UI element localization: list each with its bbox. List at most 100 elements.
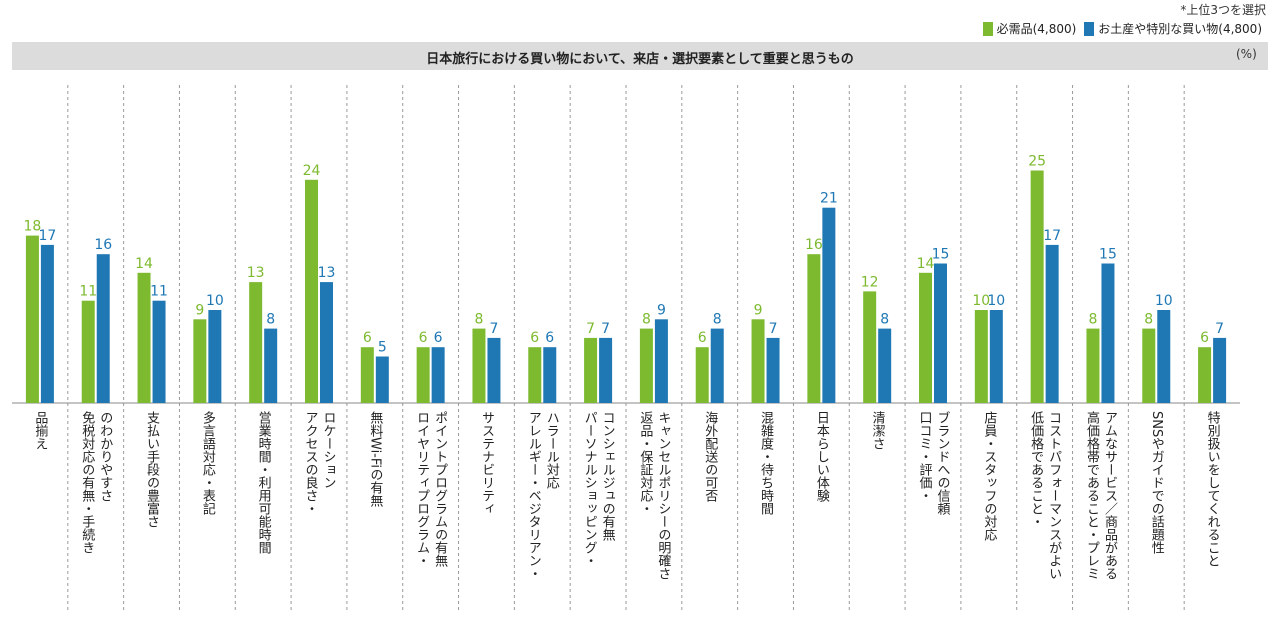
data-label: 12 [861, 274, 879, 290]
category-label: 店員・スタッフの対応 [981, 411, 997, 542]
data-label: 15 [932, 247, 950, 263]
bar-necessities [807, 254, 821, 403]
bar-souvenirs [96, 254, 110, 403]
category-label: 支払い手段の豊富さ [144, 411, 160, 528]
data-label: 8 [1144, 312, 1153, 328]
bar-necessities [974, 310, 988, 403]
bar-necessities [1030, 170, 1044, 403]
data-label: 14 [917, 256, 935, 272]
category-label: 低価格であること・ [1028, 411, 1044, 528]
chart-title-bar: 日本旅行における買い物において、来店・選択要素として重要と思うもの [12, 42, 1268, 70]
category-label: ロイヤリティプログラム・ [414, 411, 430, 567]
bar-necessities [639, 328, 653, 403]
bar-necessities [1198, 347, 1212, 403]
data-label: 10 [987, 293, 1005, 309]
bar-necessities [863, 291, 877, 403]
data-label: 7 [769, 321, 778, 337]
data-label: 6 [545, 330, 554, 346]
bar-souvenirs [320, 282, 333, 403]
category-label: のわかりやすさ [97, 411, 113, 502]
category-label: 口コミ・評価・ [917, 411, 933, 502]
category-label: ブランドへの信頼 [935, 410, 951, 515]
bar-necessities [584, 337, 598, 403]
data-label: 10 [1155, 293, 1173, 309]
data-label: 9 [657, 302, 666, 318]
bar-necessities [751, 319, 765, 403]
category-label: 特別扱いをしてくれること [1205, 411, 1221, 567]
data-label: 15 [1099, 247, 1117, 263]
bar-necessities [1142, 328, 1156, 403]
chart-title: 日本旅行における買い物において、来店・選択要素として重要と思うもの [426, 52, 854, 67]
data-label: 6 [363, 330, 372, 346]
data-label: 18 [23, 219, 41, 235]
category-label: SNSやガイドでの話題性 [1149, 411, 1165, 555]
category-label: 免税対応の有無・手続き [79, 411, 95, 554]
data-label: 7 [1215, 321, 1224, 337]
bar-souvenirs [599, 337, 613, 403]
data-label: 6 [1200, 330, 1209, 346]
bar-souvenirs [1101, 263, 1115, 403]
legend-label-souvenirs: お土産や特別な買い物(4,800) [1098, 22, 1262, 36]
bar-necessities [416, 347, 430, 403]
data-label: 7 [601, 321, 610, 337]
bar-necessities [919, 272, 932, 403]
category-label: 品揃え [32, 411, 48, 450]
data-label: 5 [378, 340, 387, 356]
category-label: コストパフォーマンスがよい [1046, 411, 1062, 580]
legend-swatch-souvenirs [1084, 21, 1095, 36]
data-label: 17 [1043, 228, 1061, 244]
bar-souvenirs [989, 310, 1003, 403]
bar-souvenirs [878, 328, 892, 403]
bar-souvenirs [1045, 244, 1059, 403]
bar-necessities [193, 319, 207, 403]
data-label: 10 [206, 293, 224, 309]
unit-label: (%) [1236, 47, 1257, 61]
category-label: 多言語対応・表記 [200, 410, 216, 515]
data-label: 7 [489, 321, 498, 337]
bar-souvenirs [710, 328, 724, 403]
data-label: 24 [303, 163, 321, 179]
category-label: 日本らしい体験 [814, 411, 830, 503]
category-label: キャンセルポリシーの明確さ [655, 411, 671, 580]
bar-necessities [528, 347, 542, 403]
data-label: 8 [266, 312, 275, 328]
data-label: 16 [94, 237, 112, 253]
data-label: 8 [642, 312, 651, 328]
bar-souvenirs [264, 328, 278, 403]
bar-necessities [25, 235, 39, 403]
data-label: 17 [38, 228, 56, 244]
bar-necessities [81, 300, 95, 403]
category-label: コンシェルジュの有無 [600, 411, 616, 541]
data-label: 16 [805, 237, 823, 253]
data-label: 21 [820, 191, 838, 207]
legend-swatch-necessities [982, 21, 993, 36]
bar-necessities [305, 179, 318, 403]
data-label: 6 [698, 330, 707, 346]
data-label: 8 [713, 312, 722, 328]
bar-souvenirs [375, 356, 389, 403]
category-label: アムなサービス／商品がある [1102, 411, 1118, 580]
bar-souvenirs [1157, 310, 1171, 403]
bar-souvenirs [822, 207, 836, 403]
data-label: 14 [135, 256, 153, 272]
bar-necessities [695, 347, 709, 403]
data-label: 8 [880, 312, 889, 328]
data-label: 6 [434, 330, 443, 346]
legend: 必需品(4,800) お土産や特別な買い物(4,800) [982, 20, 1266, 37]
category-label: アレルギー・ベジタリアン・ [526, 411, 542, 580]
data-label: 8 [1088, 312, 1097, 328]
data-label: 7 [586, 321, 595, 337]
bar-souvenirs [543, 347, 557, 403]
data-label: 11 [79, 284, 97, 300]
data-label: 8 [474, 312, 483, 328]
data-label: 25 [1028, 154, 1046, 170]
data-label: 10 [972, 293, 990, 309]
data-label: 13 [247, 265, 265, 281]
bar-souvenirs [208, 310, 222, 403]
category-label: 清潔さ [870, 411, 886, 450]
bar-souvenirs [766, 337, 780, 403]
category-label: サステナビリティ [479, 411, 494, 515]
data-label: 6 [530, 330, 539, 346]
data-label: 6 [419, 330, 428, 346]
legend-label-necessities: 必需品(4,800) [996, 22, 1077, 36]
